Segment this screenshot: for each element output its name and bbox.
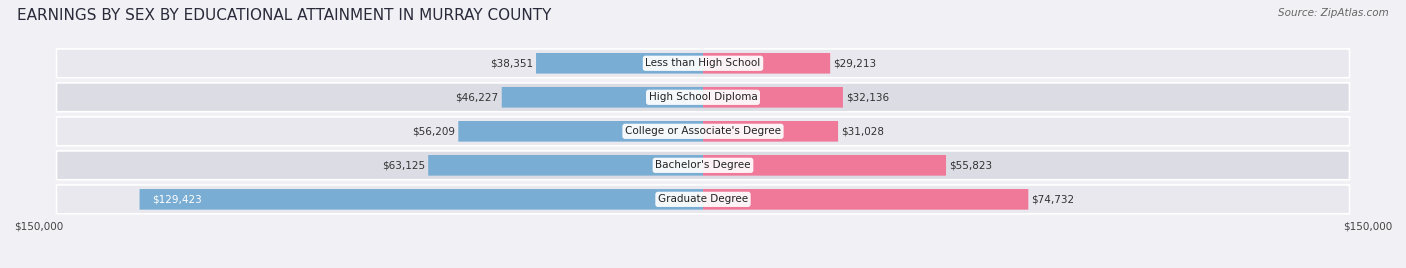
Text: $55,823: $55,823 bbox=[949, 160, 993, 170]
Text: $150,000: $150,000 bbox=[14, 221, 63, 232]
Text: $29,213: $29,213 bbox=[834, 58, 876, 68]
Text: $74,732: $74,732 bbox=[1032, 194, 1074, 204]
FancyBboxPatch shape bbox=[458, 121, 703, 142]
Text: Graduate Degree: Graduate Degree bbox=[658, 194, 748, 204]
FancyBboxPatch shape bbox=[502, 87, 703, 108]
Text: $56,209: $56,209 bbox=[412, 126, 456, 136]
FancyBboxPatch shape bbox=[56, 49, 1350, 78]
Text: $31,028: $31,028 bbox=[841, 126, 884, 136]
Text: $38,351: $38,351 bbox=[489, 58, 533, 68]
Text: Bachelor's Degree: Bachelor's Degree bbox=[655, 160, 751, 170]
FancyBboxPatch shape bbox=[703, 189, 1028, 210]
FancyBboxPatch shape bbox=[429, 155, 703, 176]
FancyBboxPatch shape bbox=[703, 53, 830, 74]
FancyBboxPatch shape bbox=[56, 83, 1350, 112]
Text: $46,227: $46,227 bbox=[456, 92, 499, 102]
Text: $129,423: $129,423 bbox=[153, 194, 202, 204]
FancyBboxPatch shape bbox=[703, 155, 946, 176]
Text: $63,125: $63,125 bbox=[382, 160, 425, 170]
Text: High School Diploma: High School Diploma bbox=[648, 92, 758, 102]
Text: Less than High School: Less than High School bbox=[645, 58, 761, 68]
FancyBboxPatch shape bbox=[703, 87, 844, 108]
Text: $150,000: $150,000 bbox=[1343, 221, 1392, 232]
Text: College or Associate's Degree: College or Associate's Degree bbox=[626, 126, 780, 136]
FancyBboxPatch shape bbox=[56, 185, 1350, 214]
FancyBboxPatch shape bbox=[536, 53, 703, 74]
Text: EARNINGS BY SEX BY EDUCATIONAL ATTAINMENT IN MURRAY COUNTY: EARNINGS BY SEX BY EDUCATIONAL ATTAINMEN… bbox=[17, 8, 551, 23]
Text: Source: ZipAtlas.com: Source: ZipAtlas.com bbox=[1278, 8, 1389, 18]
FancyBboxPatch shape bbox=[56, 151, 1350, 180]
FancyBboxPatch shape bbox=[139, 189, 703, 210]
FancyBboxPatch shape bbox=[56, 117, 1350, 146]
Text: $32,136: $32,136 bbox=[846, 92, 889, 102]
FancyBboxPatch shape bbox=[703, 121, 838, 142]
